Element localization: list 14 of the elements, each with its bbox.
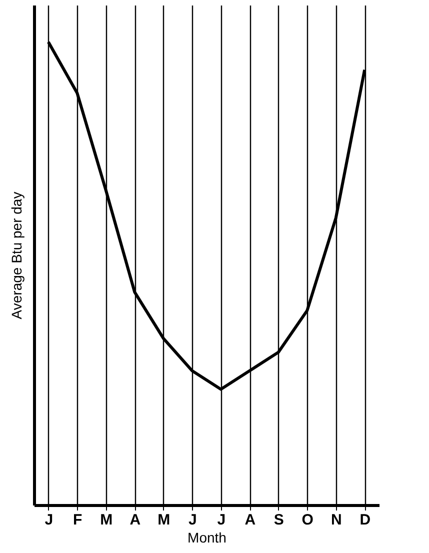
x-tick-label: F <box>73 512 82 528</box>
x-tick-label: J <box>44 512 54 528</box>
x-axis-title: Month <box>188 530 226 546</box>
x-tick-label: J <box>188 512 197 528</box>
x-tick-label: J <box>217 512 226 528</box>
x-tick-label: O <box>302 512 314 528</box>
x-tick-label: A <box>130 512 141 528</box>
y-axis-title: Average Btu per day <box>8 192 24 320</box>
x-tick-label: A <box>244 512 256 528</box>
x-tick-label: N <box>330 512 342 528</box>
x-tick-label: D <box>360 512 371 528</box>
x-tick-label: S <box>274 512 284 528</box>
x-tick-label: M <box>158 512 170 528</box>
x-tick-label: M <box>100 512 113 528</box>
